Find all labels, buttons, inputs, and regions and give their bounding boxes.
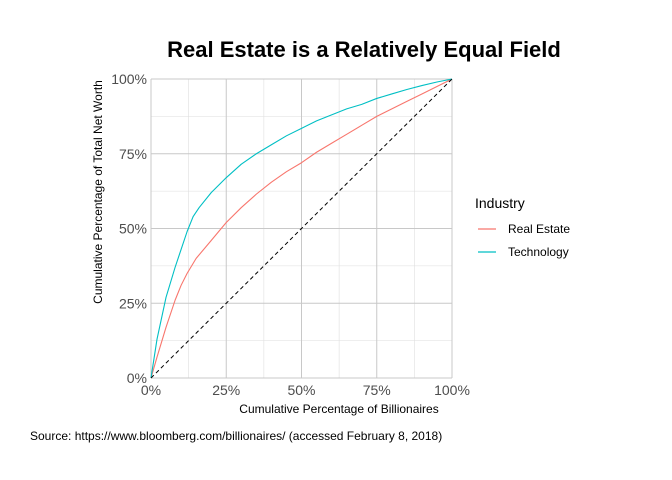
- series-line-real-estate: [150, 78, 453, 379]
- x-tick-label: 75%: [363, 382, 391, 398]
- y-tick-label: 75%: [119, 146, 147, 162]
- series-line-technology: [150, 78, 453, 379]
- legend-label-real-estate: Real Estate: [508, 222, 570, 236]
- y-tick-label: 100%: [111, 71, 147, 87]
- series-lines: [150, 78, 453, 379]
- equality-line: [150, 78, 453, 379]
- legend-items: Real Estate Technology: [478, 222, 570, 259]
- legend: Industry Real Estate Technology: [475, 195, 570, 259]
- legend-label-technology: Technology: [508, 245, 569, 259]
- x-tick-label: 50%: [287, 382, 315, 398]
- x-tick-label: 25%: [212, 382, 240, 398]
- chart-title: Real Estate is a Relatively Equal Field: [167, 37, 561, 62]
- x-axis-label: Cumulative Percentage of Billionaires: [239, 402, 438, 416]
- y-tick-label: 25%: [119, 295, 147, 311]
- y-tick-label: 0%: [127, 370, 147, 386]
- y-axis-label: Cumulative Percentage of Total Net Worth: [91, 80, 105, 304]
- legend-title: Industry: [475, 195, 525, 211]
- y-tick-label: 50%: [119, 221, 147, 237]
- x-axis-ticks: 0% 25% 50% 75% 100%: [141, 382, 470, 398]
- y-axis-ticks: 0% 25% 50% 75% 100%: [111, 71, 147, 386]
- x-tick-label: 100%: [434, 382, 470, 398]
- chart-caption: Source: https://www.bloomberg.com/billio…: [30, 429, 442, 443]
- x-tick-label: 0%: [141, 382, 161, 398]
